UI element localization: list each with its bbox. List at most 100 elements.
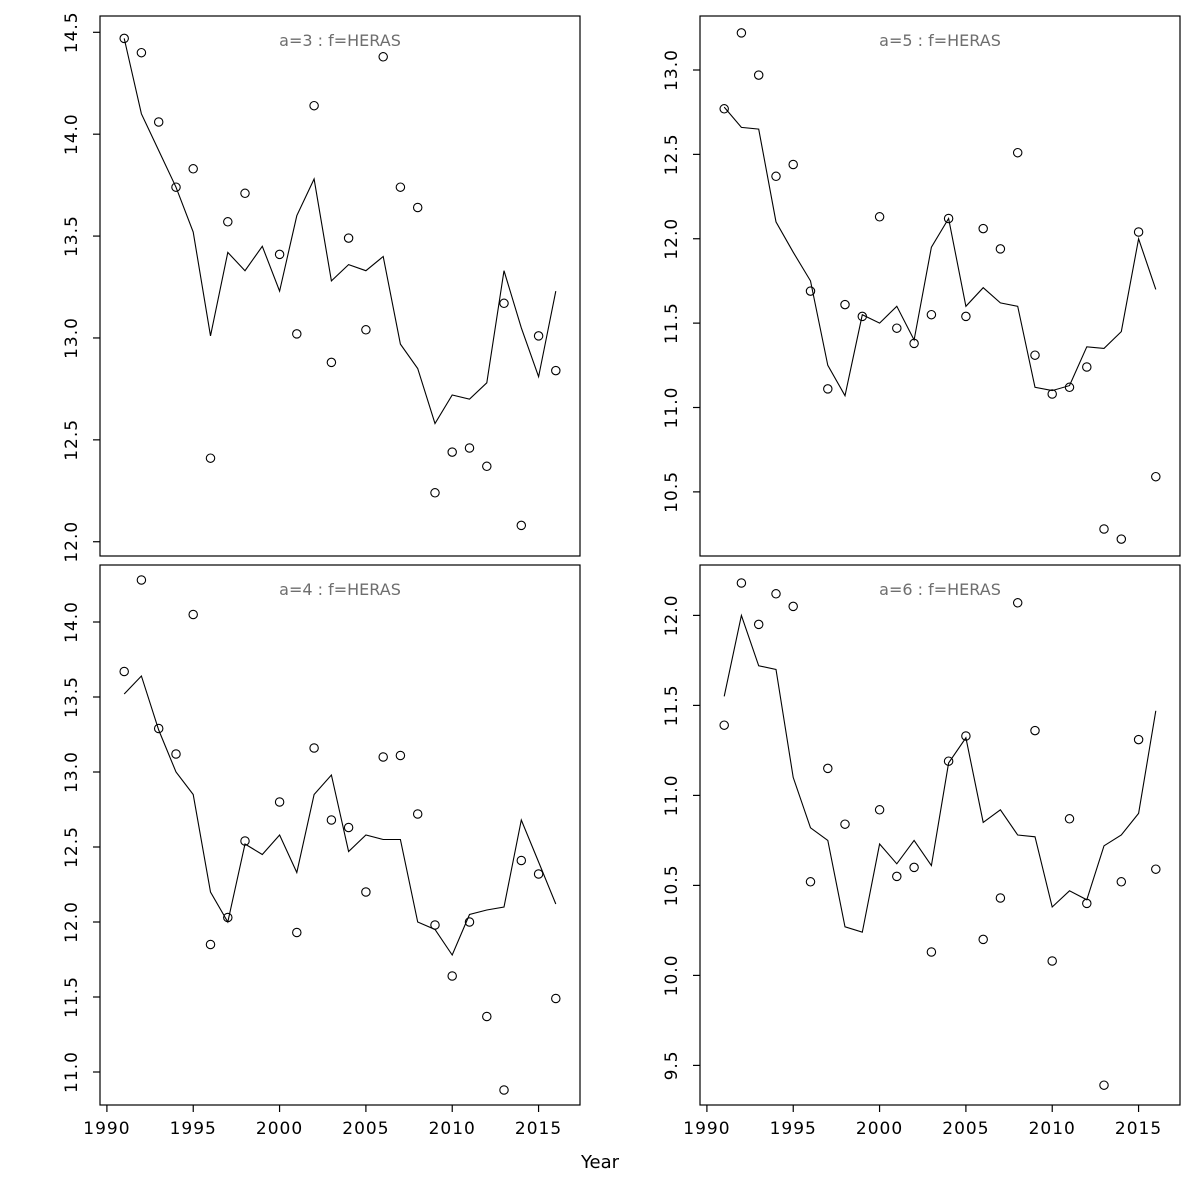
x-tick-label: 2010 <box>429 1119 476 1139</box>
y-tick-label: 10.5 <box>662 864 682 906</box>
data-point <box>188 164 198 174</box>
panel-title: a=6 : f=HERAS <box>879 580 1001 599</box>
plot-border <box>99 564 581 1106</box>
panel-title: a=5 : f=HERAS <box>879 31 1001 50</box>
data-point <box>753 619 764 630</box>
plot-border <box>99 15 581 557</box>
data-point <box>171 749 181 759</box>
data-point <box>464 443 475 453</box>
data-point <box>188 609 198 620</box>
data-point <box>240 188 250 199</box>
x-tick-label: 2010 <box>1029 1119 1076 1139</box>
y-tick-label: 12.5 <box>662 133 682 175</box>
data-point <box>771 171 781 182</box>
panel-title: a=4 : f=HERAS <box>279 580 401 599</box>
y-tick-label: 12.0 <box>662 218 682 260</box>
data-point <box>205 453 216 463</box>
data-point <box>223 217 233 227</box>
data-point <box>805 286 816 296</box>
fitted-line <box>123 38 557 425</box>
data-point <box>805 877 816 887</box>
data-point <box>551 365 561 376</box>
data-point <box>516 520 527 531</box>
data-point <box>943 756 954 766</box>
data-point <box>482 461 492 472</box>
data-point <box>223 912 233 923</box>
data-point <box>292 329 302 339</box>
data-point <box>309 100 319 111</box>
data-point <box>326 815 337 825</box>
data-point <box>995 893 1006 903</box>
x-tick-label: 2000 <box>256 1119 303 1139</box>
data-point <box>136 47 147 58</box>
data-point <box>1133 734 1144 745</box>
data-point <box>1012 598 1023 608</box>
plot-border <box>699 564 1181 1106</box>
chart-svg: 11.0 11.5 12.0 12.5 13.0 13.5 14.0 1990 1995 2000… <box>62 564 581 1139</box>
data-point <box>395 750 406 761</box>
fitted-line <box>723 613 1157 933</box>
data-point <box>378 52 388 62</box>
y-tick-label: 12.0 <box>662 594 682 636</box>
data-point <box>551 993 561 1004</box>
data-point <box>119 33 129 44</box>
y-tick-label: 9.5 <box>662 1050 682 1080</box>
data-point <box>378 752 388 762</box>
data-point <box>1133 227 1144 237</box>
data-point <box>171 182 181 192</box>
data-point <box>1082 362 1092 372</box>
data-point <box>840 299 850 310</box>
data-point <box>1116 877 1127 887</box>
chart-svg: 10.5 11.0 11.5 12.0 12.5 13.0 a=5 : f=HERAS <box>662 15 1181 557</box>
data-point <box>1099 524 1109 534</box>
y-tick-label: 11.0 <box>662 387 682 429</box>
data-point <box>719 104 729 114</box>
y-tick-label: 11.0 <box>62 1051 82 1093</box>
y-tick-label: 14.0 <box>62 113 82 155</box>
fitted-line <box>723 106 1157 398</box>
data-point <box>412 202 423 213</box>
data-point <box>412 809 423 819</box>
data-point <box>857 311 868 322</box>
data-point <box>499 298 509 309</box>
data-point <box>1064 814 1075 824</box>
data-point <box>136 575 147 585</box>
panel-a6-heras: 9.5 10.0 10.5 11.0 11.5 12.0 1990 1995 2000 2005 2… <box>615 557 1195 1147</box>
y-tick-label: 10.5 <box>662 471 682 513</box>
panel-title: a=3 : f=HERAS <box>279 31 401 50</box>
data-point <box>464 917 475 927</box>
x-tick-label: 1990 <box>83 1119 130 1139</box>
x-axis-title: Year <box>580 1152 620 1173</box>
data-point <box>309 743 319 753</box>
data-point <box>240 836 250 846</box>
data-point <box>874 212 885 222</box>
data-point <box>1116 534 1127 544</box>
y-tick-label: 13.0 <box>62 751 82 793</box>
x-tick-label: 2015 <box>1115 1119 1162 1139</box>
data-point <box>1099 1080 1109 1090</box>
data-point <box>736 28 747 38</box>
data-point <box>533 331 544 341</box>
panel-a5-heras: 10.5 11.0 11.5 12.0 12.5 13.0 a=5 : f=HERAS <box>615 8 1195 598</box>
data-point <box>343 822 354 833</box>
data-point <box>1064 382 1075 393</box>
data-point <box>892 871 902 882</box>
data-point <box>343 233 354 243</box>
data-point <box>533 869 544 879</box>
y-tick-label: 12.0 <box>62 901 82 943</box>
data-point <box>892 323 902 333</box>
data-point <box>430 488 440 498</box>
y-tick-label: 13.0 <box>62 317 82 359</box>
y-tick-label: 13.5 <box>62 676 82 718</box>
data-point <box>823 763 833 774</box>
x-tick-label: 2005 <box>942 1119 989 1139</box>
y-tick-label: 14.5 <box>62 11 82 53</box>
data-point <box>153 117 164 127</box>
data-point <box>719 720 729 730</box>
panel-a4-heras: 11.0 11.5 12.0 12.5 13.0 13.5 14.0 1990 1995 2000… <box>15 557 595 1147</box>
data-point <box>516 855 527 866</box>
data-point <box>943 213 954 224</box>
data-point <box>753 70 764 80</box>
data-point <box>909 338 919 349</box>
data-point <box>961 311 971 322</box>
